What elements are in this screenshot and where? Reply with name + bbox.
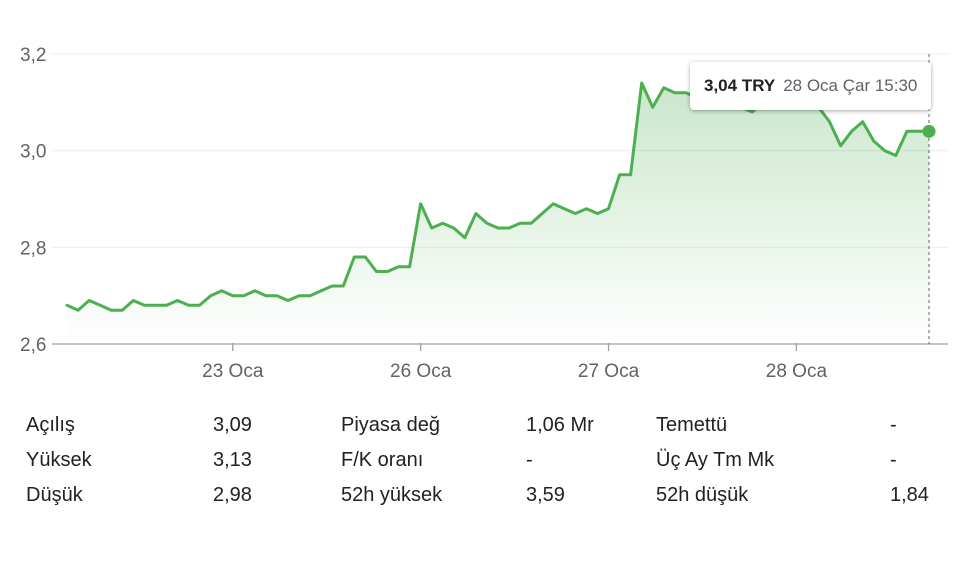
- stat-label-high: Yüksek: [26, 449, 92, 471]
- stat-label-market-cap: Piyasa değ: [341, 414, 440, 436]
- tooltip-price: 3,04 TRY: [704, 76, 776, 95]
- x-tick-label: 26 Oca: [390, 361, 452, 382]
- stat-label-dividend: Temettü: [656, 414, 728, 436]
- hover-point: [922, 124, 936, 138]
- stat-label-pe-ratio: F/K oranı: [341, 449, 424, 471]
- y-tick-label: 3,0: [20, 142, 46, 163]
- stat-label-low: Düşük: [26, 484, 83, 506]
- price-chart[interactable]: 23 Oca 26 Oca 27 Oca 28 Oca 2,6 2,8 3,0 3,2: [0, 0, 960, 400]
- stat-label-52w-high: 52h yüksek: [341, 484, 443, 506]
- stat-value-open: 3,09: [213, 414, 252, 436]
- stats-row: Düşük 2,98 52h yüksek 3,59 52h düşük 1,8…: [0, 484, 960, 520]
- stat-value-52w-low: 1,84: [890, 484, 929, 506]
- stat-value-market-cap: 1,06 Mr: [526, 414, 594, 436]
- x-tick-label: 23 Oca: [202, 361, 264, 382]
- x-tick-label: 28 Oca: [766, 361, 828, 382]
- stat-value-pe-ratio: -: [526, 449, 533, 471]
- x-tick-label: 27 Oca: [578, 361, 640, 382]
- stats-row: Açılış 3,09 Piyasa değ 1,06 Mr Temettü -: [0, 414, 960, 450]
- y-tick-label: 2,8: [20, 238, 46, 259]
- stat-label-open: Açılış: [26, 414, 75, 436]
- stat-value-dividend: -: [890, 414, 897, 436]
- price-area: [67, 83, 929, 344]
- stat-label-52w-low: 52h düşük: [656, 484, 749, 506]
- stat-label-qtr-div: Üç Ay Tm Mk: [656, 449, 775, 471]
- stat-value-low: 2,98: [213, 484, 252, 506]
- stat-value-qtr-div: -: [890, 449, 897, 471]
- y-tick-label: 3,2: [20, 45, 46, 66]
- y-tick-label: 2,6: [20, 335, 46, 356]
- stats-row: Yüksek 3,13 F/K oranı - Üç Ay Tm Mk -: [0, 449, 960, 485]
- tooltip-time: 28 Oca Çar 15:30: [783, 76, 918, 95]
- stat-value-52w-high: 3,59: [526, 484, 565, 506]
- price-tooltip: 3,04 TRY 28 Oca Çar 15:30: [690, 62, 932, 110]
- stat-value-high: 3,13: [213, 449, 252, 471]
